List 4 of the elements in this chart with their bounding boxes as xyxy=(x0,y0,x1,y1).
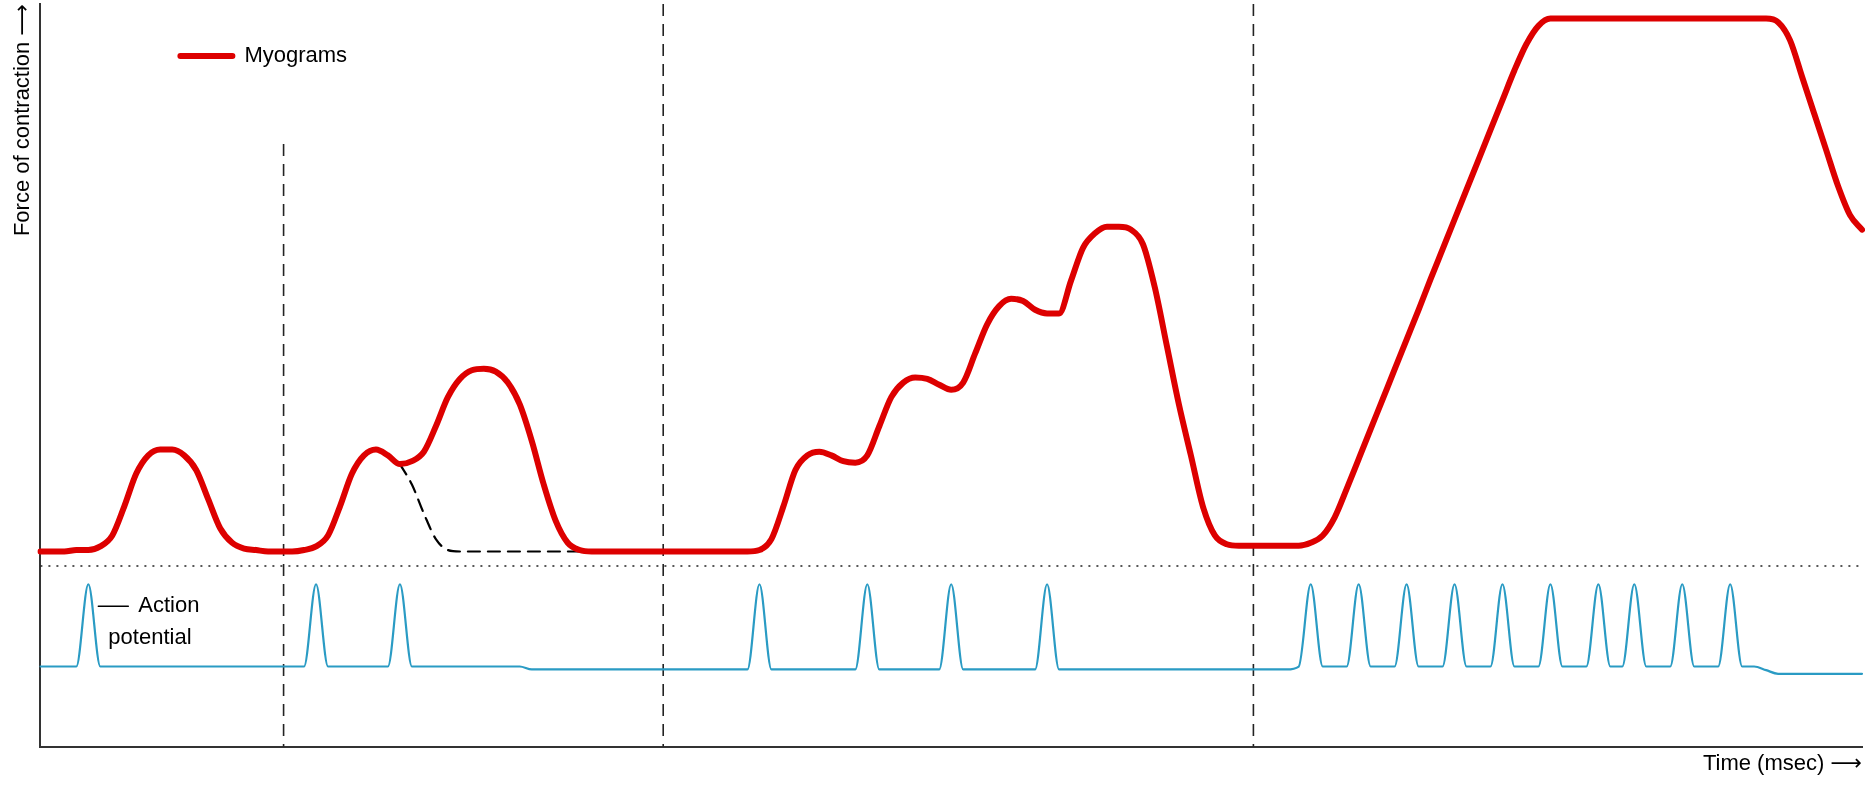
y-axis-title: Force of contraction ⟶ xyxy=(9,4,35,237)
series-label: Action potential xyxy=(108,592,200,650)
x-axis-title: Time (msec) ⟶ xyxy=(1702,749,1862,775)
legend-label: Myograms xyxy=(244,42,348,68)
